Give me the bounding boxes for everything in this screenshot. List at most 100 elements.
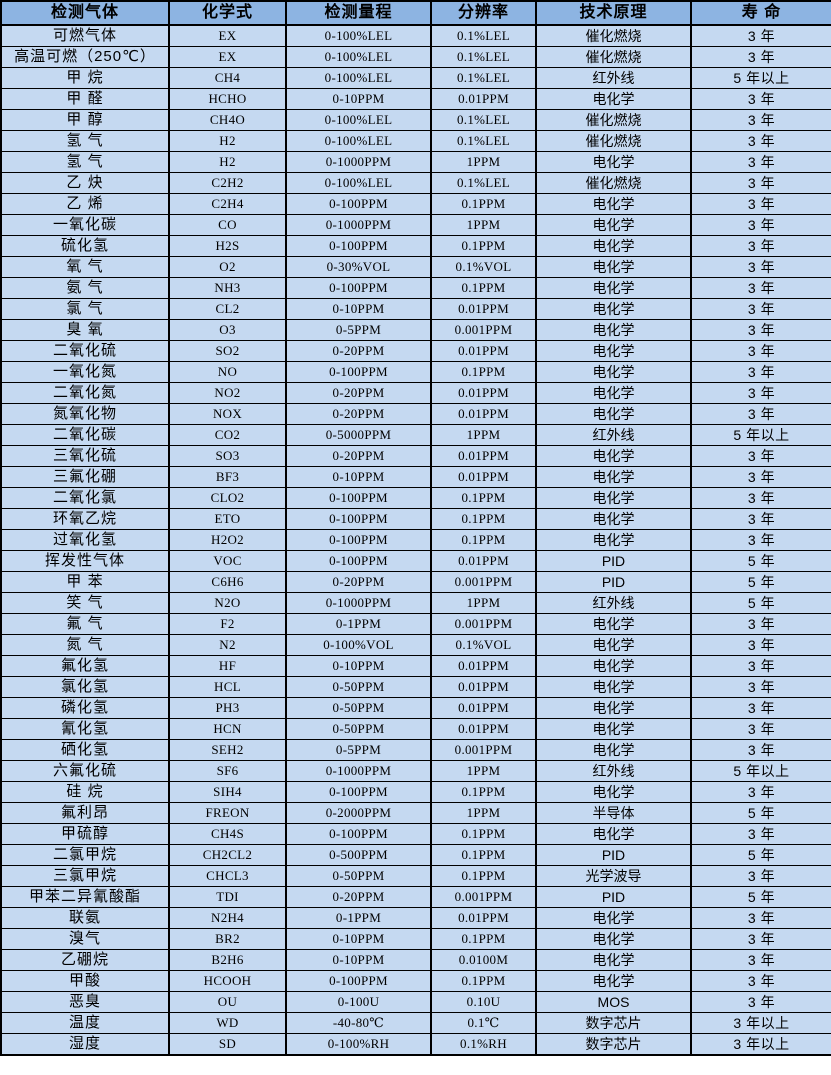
cell-range: 0-30%VOL xyxy=(286,256,432,278)
cell-gas: 二氧化碳 xyxy=(1,424,170,446)
cell-range: 0-100PPM xyxy=(286,529,432,551)
cell-resolution: 0.1PPM xyxy=(431,193,537,215)
cell-principle: 红外线 xyxy=(536,67,692,89)
table-row: 二氧化氯 CLO2 0-100PPM 0.1PPM 电化学 3 年 xyxy=(1,487,831,509)
cell-life: 3 年 xyxy=(691,298,831,320)
cell-principle: PID xyxy=(536,571,692,593)
cell-principle: 电化学 xyxy=(536,214,692,236)
cell-life: 3 年 xyxy=(691,466,831,488)
cell-principle: 电化学 xyxy=(536,907,692,929)
cell-principle: 电化学 xyxy=(536,277,692,299)
table-row: 二氧化氮 NO2 0-20PPM 0.01PPM 电化学 3 年 xyxy=(1,382,831,404)
table-row: 二氧化碳 CO2 0-5000PPM 1PPM 红外线 5 年以上 xyxy=(1,424,831,446)
column-header-gas: 检测气体 xyxy=(1,1,170,26)
cell-formula: SEH2 xyxy=(169,739,287,761)
cell-gas: 二氧化氯 xyxy=(1,487,170,509)
cell-principle: 数字芯片 xyxy=(536,1012,692,1034)
cell-gas: 甲 苯 xyxy=(1,571,170,593)
cell-gas: 甲苯二异氰酸酯 xyxy=(1,886,170,908)
cell-principle: 电化学 xyxy=(536,235,692,257)
cell-resolution: 0.1%LEL xyxy=(431,172,537,194)
cell-gas: 三氯甲烷 xyxy=(1,865,170,887)
cell-formula: HCOOH xyxy=(169,970,287,992)
cell-life: 3 年 xyxy=(691,718,831,740)
table-row: 氟化氢 HF 0-10PPM 0.01PPM 电化学 3 年 xyxy=(1,655,831,677)
cell-range: 0-20PPM xyxy=(286,382,432,404)
cell-life: 3 年 xyxy=(691,151,831,173)
column-header-formula: 化学式 xyxy=(169,1,287,26)
cell-principle: 电化学 xyxy=(536,781,692,803)
cell-life: 3 年 xyxy=(691,676,831,698)
cell-gas: 氟利昂 xyxy=(1,802,170,824)
table-row: 挥发性气体 VOC 0-100PPM 0.01PPM PID 5 年 xyxy=(1,550,831,572)
cell-life: 3 年 xyxy=(691,214,831,236)
cell-formula: CH4O xyxy=(169,109,287,131)
cell-gas: 挥发性气体 xyxy=(1,550,170,572)
cell-range: 0-20PPM xyxy=(286,886,432,908)
cell-gas: 氢 气 xyxy=(1,130,170,152)
cell-formula: CHCL3 xyxy=(169,865,287,887)
cell-gas: 二氧化氮 xyxy=(1,382,170,404)
cell-range: 0-1PPM xyxy=(286,907,432,929)
cell-range: 0-10PPM xyxy=(286,466,432,488)
cell-principle: MOS xyxy=(536,991,692,1013)
cell-range: 0-1000PPM xyxy=(286,151,432,173)
cell-range: 0-50PPM xyxy=(286,697,432,719)
cell-resolution: 0.1PPM xyxy=(431,823,537,845)
cell-formula: OU xyxy=(169,991,287,1013)
cell-formula: SF6 xyxy=(169,760,287,782)
cell-gas: 过氧化氢 xyxy=(1,529,170,551)
table-row: 甲 醇 CH4O 0-100%LEL 0.1%LEL 催化燃烧 3 年 xyxy=(1,109,831,131)
cell-formula: O3 xyxy=(169,319,287,341)
table-row: 一氧化碳 CO 0-1000PPM 1PPM 电化学 3 年 xyxy=(1,214,831,236)
column-header-resolution: 分辨率 xyxy=(431,1,537,26)
cell-formula: HCHO xyxy=(169,88,287,110)
cell-resolution: 0.01PPM xyxy=(431,907,537,929)
cell-principle: 电化学 xyxy=(536,613,692,635)
cell-range: 0-1000PPM xyxy=(286,592,432,614)
cell-gas: 二氧化硫 xyxy=(1,340,170,362)
cell-gas: 甲 烷 xyxy=(1,67,170,89)
table-row: 氯 气 CL2 0-10PPM 0.01PPM 电化学 3 年 xyxy=(1,298,831,320)
cell-range: 0-100%LEL xyxy=(286,46,432,68)
cell-resolution: 0.1%LEL xyxy=(431,109,537,131)
table-header: 检测气体 化学式 检测量程 分辨率 技术原理 寿 命 xyxy=(1,1,831,26)
table-row: 乙硼烷 B2H6 0-10PPM 0.0100M 电化学 3 年 xyxy=(1,949,831,971)
cell-life: 5 年以上 xyxy=(691,760,831,782)
cell-gas: 一氧化碳 xyxy=(1,214,170,236)
cell-gas: 氟化氢 xyxy=(1,655,170,677)
cell-formula: CL2 xyxy=(169,298,287,320)
cell-formula: PH3 xyxy=(169,697,287,719)
cell-formula: H2 xyxy=(169,151,287,173)
cell-life: 5 年 xyxy=(691,550,831,572)
table-row: 硒化氢 SEH2 0-5PPM 0.001PPM 电化学 3 年 xyxy=(1,739,831,761)
cell-formula: C2H2 xyxy=(169,172,287,194)
cell-gas: 氧 气 xyxy=(1,256,170,278)
cell-gas: 磷化氢 xyxy=(1,697,170,719)
cell-resolution: 0.1PPM xyxy=(431,361,537,383)
cell-principle: 电化学 xyxy=(536,508,692,530)
cell-range: 0-100PPM xyxy=(286,277,432,299)
cell-life: 3 年 xyxy=(691,781,831,803)
cell-life: 3 年 xyxy=(691,403,831,425)
table-row: 甲 烷 CH4 0-100%LEL 0.1%LEL 红外线 5 年以上 xyxy=(1,67,831,89)
cell-resolution: 0.01PPM xyxy=(431,340,537,362)
cell-resolution: 0.1PPM xyxy=(431,781,537,803)
cell-range: 0-100PPM xyxy=(286,781,432,803)
cell-formula: NOX xyxy=(169,403,287,425)
cell-gas: 氟 气 xyxy=(1,613,170,635)
cell-gas: 硒化氢 xyxy=(1,739,170,761)
column-header-life: 寿 命 xyxy=(691,1,831,26)
cell-range: 0-10PPM xyxy=(286,949,432,971)
cell-life: 3 年 xyxy=(691,277,831,299)
cell-range: 0-500PPM xyxy=(286,844,432,866)
table-row: 甲硫醇 CH4S 0-100PPM 0.1PPM 电化学 3 年 xyxy=(1,823,831,845)
table-row: 硫化氢 H2S 0-100PPM 0.1PPM 电化学 3 年 xyxy=(1,235,831,257)
cell-principle: 催化燃烧 xyxy=(536,46,692,68)
cell-resolution: 0.1%LEL xyxy=(431,25,537,47)
cell-resolution: 0.001PPM xyxy=(431,613,537,635)
cell-resolution: 0.1℃ xyxy=(431,1012,537,1034)
cell-formula: H2 xyxy=(169,130,287,152)
cell-formula: NH3 xyxy=(169,277,287,299)
cell-range: 0-100PPM xyxy=(286,193,432,215)
